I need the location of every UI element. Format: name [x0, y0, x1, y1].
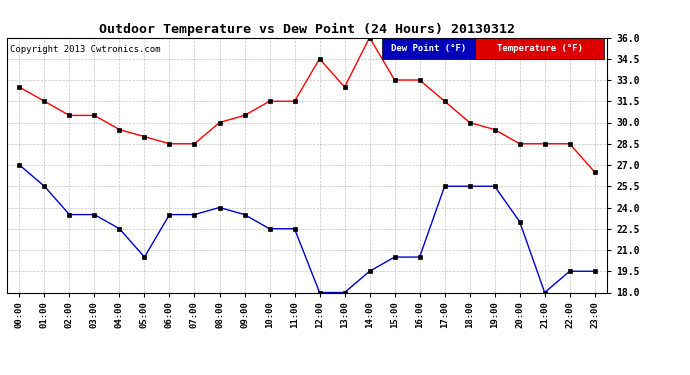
Title: Outdoor Temperature vs Dew Point (24 Hours) 20130312: Outdoor Temperature vs Dew Point (24 Hou… — [99, 23, 515, 36]
Text: Copyright 2013 Cwtronics.com: Copyright 2013 Cwtronics.com — [10, 45, 160, 54]
Text: Dew Point (°F): Dew Point (°F) — [391, 44, 466, 53]
FancyBboxPatch shape — [475, 38, 604, 59]
Text: Temperature (°F): Temperature (°F) — [497, 44, 582, 53]
FancyBboxPatch shape — [382, 38, 475, 59]
